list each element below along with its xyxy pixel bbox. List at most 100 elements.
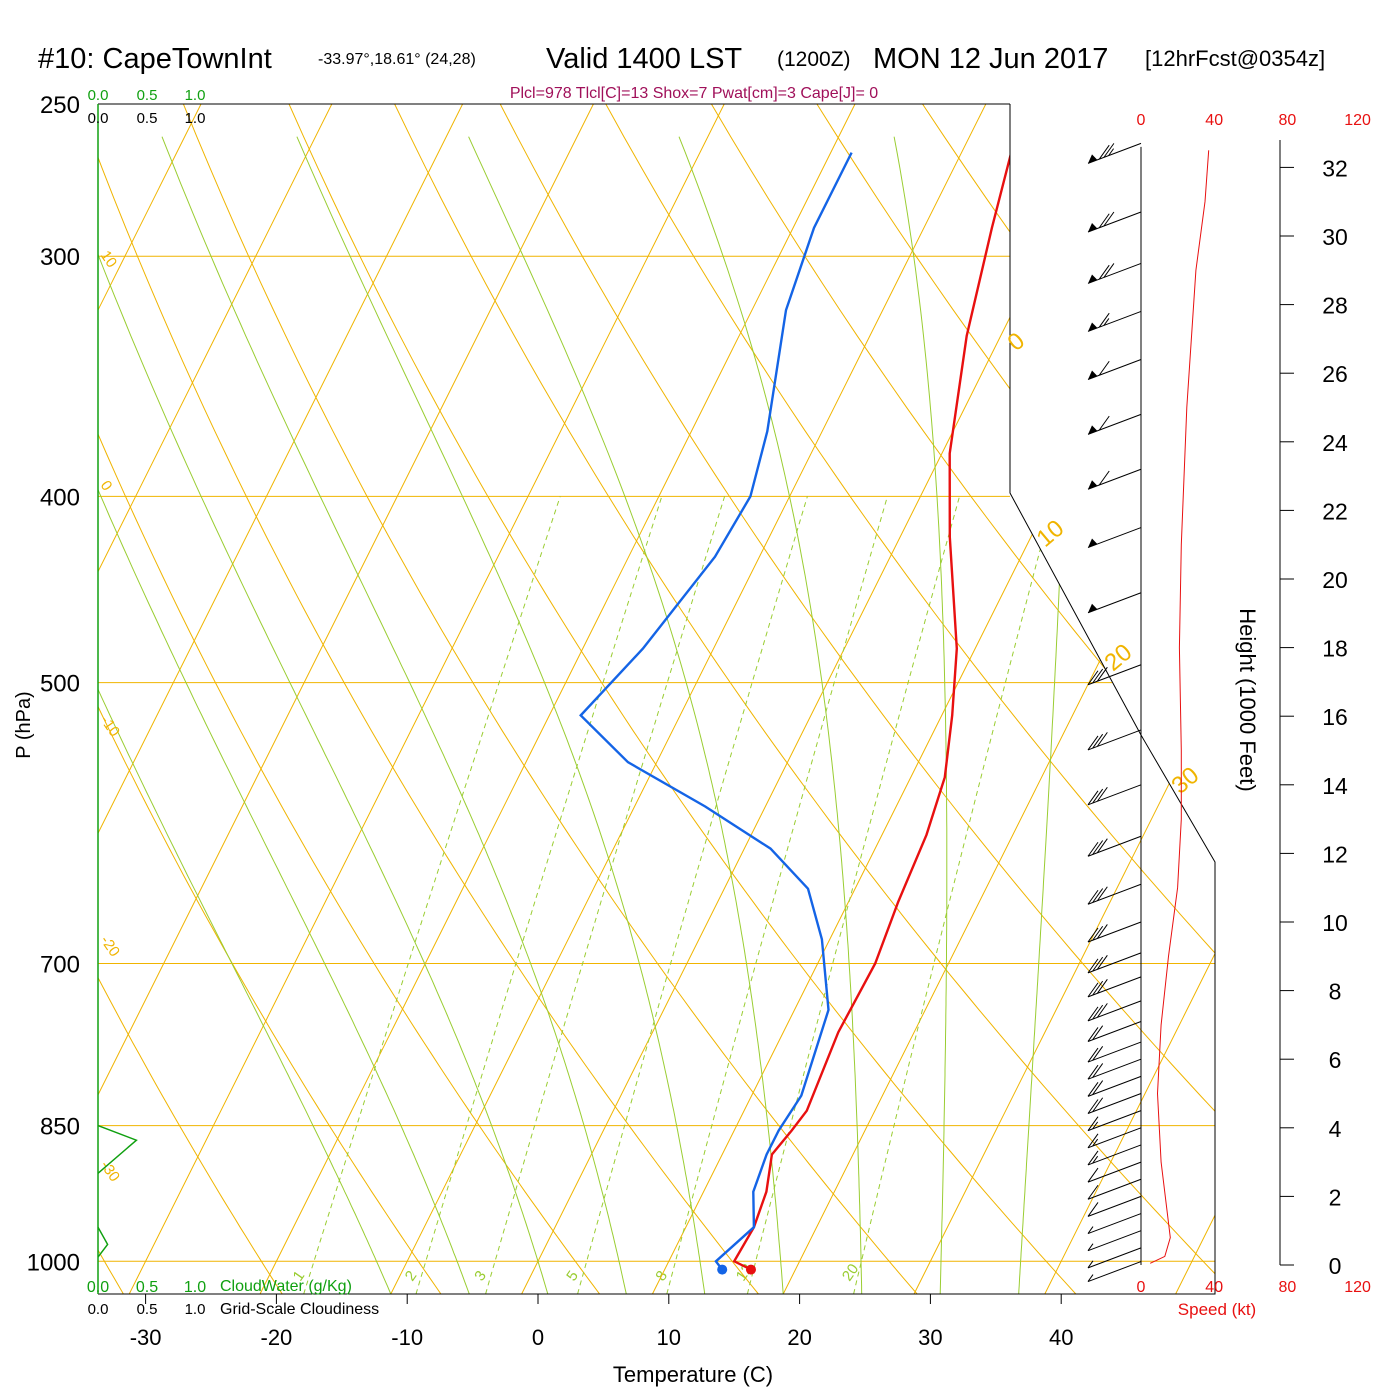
wind-barb xyxy=(1087,468,1142,490)
x-tick-label: -20 xyxy=(261,1325,293,1350)
moist-adiabat xyxy=(468,136,784,1294)
dry-adiabat xyxy=(182,104,918,1294)
wind-barb xyxy=(1087,262,1142,284)
wind-barb-tick xyxy=(1092,1121,1099,1130)
x-tick-label: -30 xyxy=(130,1325,162,1350)
isotherm-label: 0 xyxy=(97,478,116,495)
cloudiness-tick-bottom: 0.5 xyxy=(137,1301,158,1318)
cloudwater-label: CloudWater (g/Kg) xyxy=(220,1278,352,1295)
wind-barb-tick xyxy=(1092,1004,1104,1020)
wind-barb-shaft xyxy=(1087,1261,1142,1283)
isotherm-line xyxy=(1175,104,1215,1294)
speed-tick-top: 40 xyxy=(1205,112,1223,129)
speed-tick-top: 0 xyxy=(1137,112,1146,129)
wind-barb-shaft xyxy=(1087,527,1142,549)
isotherm-label: -20 xyxy=(97,933,123,961)
pressure-tick-label: 1000 xyxy=(27,1249,80,1276)
wind-barb xyxy=(1087,413,1142,435)
wind-barb-shaft xyxy=(1087,1093,1142,1114)
wind-barb-tick xyxy=(1092,1097,1104,1113)
wind-barb-tick xyxy=(1087,958,1099,974)
height-axis-title: Height (1000 Feet) xyxy=(1235,608,1260,791)
cloudwater-tick-top: 1.0 xyxy=(185,87,206,104)
wind-barb xyxy=(1087,527,1142,549)
height-tick-label: 24 xyxy=(1322,430,1348,456)
wind-barb xyxy=(1087,1127,1142,1149)
isotherm-line xyxy=(98,104,333,1294)
wind-barb xyxy=(1087,1110,1142,1132)
wind-barb-tick xyxy=(1087,1243,1094,1251)
wind-barb xyxy=(1087,1058,1142,1080)
isotherm-line xyxy=(1044,104,1215,1294)
speed-tick-bottom: 120 xyxy=(1344,1279,1371,1296)
x-tick-label: 40 xyxy=(1049,1325,1073,1350)
wind-barb-tick xyxy=(1096,786,1108,802)
x-axis-title: Temperature (C) xyxy=(613,1362,773,1387)
wind-barb-tick xyxy=(1092,956,1104,972)
height-tick-label: 14 xyxy=(1322,773,1348,799)
wind-barb-tick xyxy=(1087,1047,1099,1063)
moist-adiabat xyxy=(678,136,863,1294)
wind-barb-flag xyxy=(1088,538,1098,548)
mixing-ratio-label: 5 xyxy=(563,1268,582,1285)
isotherm-label-right: 0 xyxy=(1003,327,1031,356)
wind-barb-shaft xyxy=(1087,1058,1142,1080)
pressure-tick-label: 700 xyxy=(40,952,80,979)
wind-barb-tick xyxy=(1103,143,1115,158)
wind-barb xyxy=(1087,883,1142,905)
wind-barb-tick xyxy=(1096,979,1108,994)
dry-adiabat xyxy=(98,104,283,1294)
wind-barb-tick xyxy=(1087,1202,1099,1217)
wind-barb xyxy=(1087,976,1142,998)
wind-barb-tick xyxy=(1108,148,1114,156)
wind-barb xyxy=(1087,1178,1142,1200)
wind-barb-shaft xyxy=(1087,1161,1142,1183)
wind-barb-shaft xyxy=(1087,1021,1142,1042)
isotherm-label-right: 30 xyxy=(1167,762,1205,800)
dry-adiabat xyxy=(394,104,1215,1294)
wind-barb-tick xyxy=(1096,732,1108,747)
valid-time: Valid 1400 LST xyxy=(546,43,742,75)
wind-barb-tick xyxy=(1092,925,1104,941)
cloud-panel: 0.0 0.0 0.5 0.5 1.0 1.0 0.0 0.0 0.5 0.5 1.0 1.0 xyxy=(87,87,206,1318)
wind-barb-tick xyxy=(1087,1082,1099,1097)
cloudwater-tick-bottom: 0.0 xyxy=(87,1279,109,1296)
height-tick-label: 20 xyxy=(1322,567,1348,593)
wind-barb-tick xyxy=(1092,1155,1099,1164)
height-tick-label: 28 xyxy=(1322,293,1348,319)
wind-barb xyxy=(1087,1261,1142,1283)
wind-barb-tick xyxy=(1087,1167,1099,1183)
cloudiness-layer-lower xyxy=(97,1226,109,1258)
wind-barb-tick xyxy=(1092,1045,1104,1061)
mixing-ratio-line xyxy=(415,496,663,1294)
wind-barb-tick xyxy=(1087,1226,1094,1234)
cloudwater-tick-top: 0.0 xyxy=(88,87,109,104)
moist-adiabat xyxy=(98,136,470,1294)
speed-axis-title: Speed (kt) xyxy=(1178,1300,1256,1319)
pressure-tick-label: 850 xyxy=(40,1114,80,1141)
wind-barb-tick xyxy=(1087,1116,1099,1131)
speed-tick-bottom: 80 xyxy=(1279,1279,1297,1296)
cloudiness-layer-upper xyxy=(97,1124,138,1174)
wind-barb-shaft xyxy=(1087,784,1142,806)
pressure-tick-label: 250 xyxy=(40,92,80,119)
wind-barb-tick xyxy=(1087,1099,1099,1114)
height-tick-label: 32 xyxy=(1322,155,1348,181)
wind-barb xyxy=(1087,1195,1142,1217)
sounding-indices: Plcl=978 Tlcl[C]=13 Shox=7 Pwat[cm]=3 Ca… xyxy=(510,85,878,102)
wind-barb-flag xyxy=(1088,603,1098,613)
dry-adiabat xyxy=(605,104,1215,1294)
moist-adiabat xyxy=(98,136,549,1294)
speed-tick-bottom: 40 xyxy=(1205,1279,1223,1296)
wind-barb xyxy=(1087,664,1142,686)
wind-barb-tick xyxy=(1087,790,1099,806)
wind-barb-shaft xyxy=(1087,413,1142,435)
wind-barb-shaft xyxy=(1087,1213,1142,1235)
wind-barb-tick xyxy=(1096,1003,1108,1018)
wind-barb-shaft xyxy=(1087,142,1142,164)
wind-barb-tick xyxy=(1087,735,1099,751)
mixing-ratio-label: 3 xyxy=(471,1268,490,1285)
wind-barb-tick xyxy=(1092,1080,1104,1095)
mixing-ratio-line xyxy=(303,496,561,1294)
